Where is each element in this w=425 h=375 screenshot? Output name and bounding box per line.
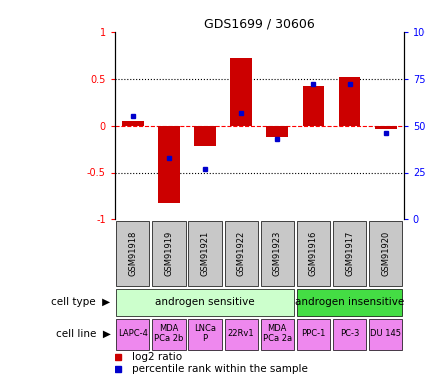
Text: MDA
PCa 2a: MDA PCa 2a (263, 324, 292, 343)
Text: GSM91922: GSM91922 (237, 231, 246, 276)
Text: GSM91916: GSM91916 (309, 231, 318, 276)
Bar (152, 221, 186, 286)
Text: cell type  ▶: cell type ▶ (51, 297, 110, 307)
Text: androgen sensitive: androgen sensitive (155, 297, 255, 307)
Bar (333, 221, 366, 286)
Text: LAPC-4: LAPC-4 (118, 329, 148, 338)
Bar (297, 289, 402, 316)
Text: 22Rv1: 22Rv1 (228, 329, 255, 338)
Text: GSM91919: GSM91919 (164, 231, 173, 276)
Bar (224, 319, 258, 350)
Bar (194, 126, 216, 146)
Text: GSM91923: GSM91923 (273, 231, 282, 276)
Bar (188, 319, 222, 350)
Bar (116, 289, 294, 316)
Text: DU 145: DU 145 (370, 329, 401, 338)
Bar (224, 221, 258, 286)
Text: LNCa
P: LNCa P (194, 324, 216, 343)
Text: log2 ratio: log2 ratio (132, 352, 182, 362)
Title: GDS1699 / 30606: GDS1699 / 30606 (204, 18, 314, 31)
Text: GSM91918: GSM91918 (128, 231, 137, 276)
Bar (297, 319, 330, 350)
Text: GSM91921: GSM91921 (201, 231, 210, 276)
Text: cell line  ▶: cell line ▶ (56, 329, 110, 339)
Bar (261, 221, 294, 286)
Bar (122, 121, 144, 126)
Text: PC-3: PC-3 (340, 329, 359, 338)
Bar (339, 77, 360, 126)
Text: MDA
PCa 2b: MDA PCa 2b (154, 324, 184, 343)
Bar (261, 319, 294, 350)
Bar (297, 221, 330, 286)
Text: GSM91920: GSM91920 (381, 231, 390, 276)
Bar (188, 221, 222, 286)
Text: GSM91917: GSM91917 (345, 231, 354, 276)
Bar (230, 58, 252, 126)
Bar (116, 221, 150, 286)
Bar (369, 221, 402, 286)
Bar (158, 126, 180, 202)
Text: percentile rank within the sample: percentile rank within the sample (132, 364, 308, 374)
Bar (116, 319, 150, 350)
Bar (152, 319, 186, 350)
Bar (333, 319, 366, 350)
Bar (266, 126, 288, 137)
Bar (369, 319, 402, 350)
Bar (375, 126, 397, 129)
Text: androgen insensitive: androgen insensitive (295, 297, 404, 307)
Text: PPC-1: PPC-1 (301, 329, 326, 338)
Bar (303, 86, 324, 126)
